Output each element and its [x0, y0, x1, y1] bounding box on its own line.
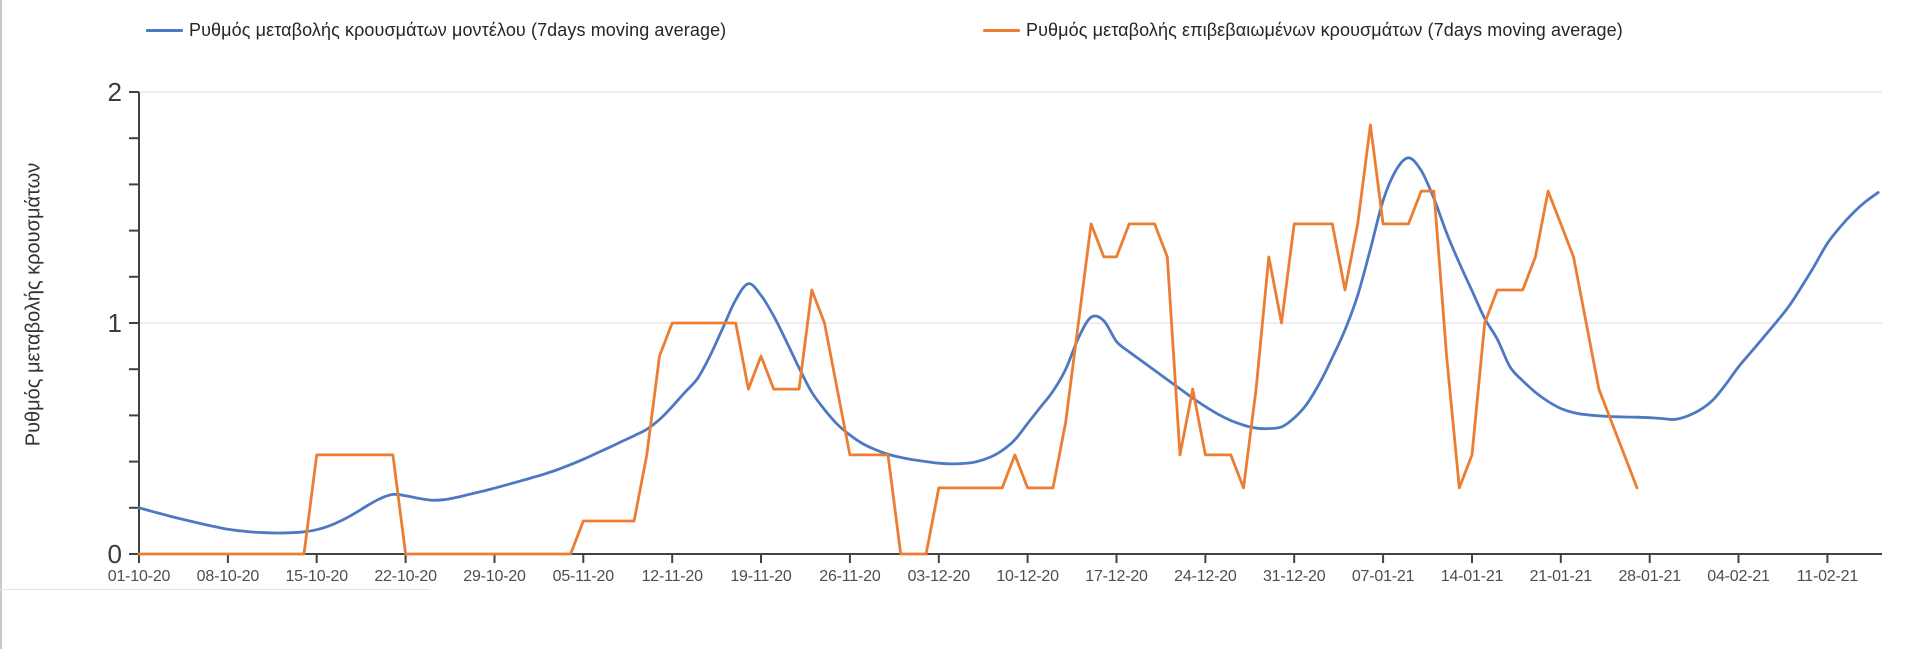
x-tick-label: 28-01-21 — [1618, 568, 1681, 585]
x-tick-label: 24-12-20 — [1174, 568, 1237, 585]
x-tick-label: 19-11-20 — [730, 568, 792, 585]
x-tick-label: 14-01-21 — [1441, 568, 1504, 585]
y-tick-label: 2 — [108, 77, 122, 107]
x-tick-label: 04-02-21 — [1707, 568, 1770, 585]
legend-swatch-model-line — [146, 29, 183, 32]
x-tick-label: 15-10-20 — [285, 568, 348, 585]
x-tick-label: 10-12-20 — [996, 568, 1059, 585]
x-tick-label: 11-02-21 — [1797, 568, 1859, 585]
model-series-line[interactable] — [137, 156, 1880, 535]
x-tick-label: 17-12-20 — [1085, 568, 1148, 585]
x-tick-label: 31-12-20 — [1263, 568, 1326, 585]
y-tick-label: 0 — [108, 539, 122, 569]
y-tick-label: 1 — [108, 308, 122, 338]
legend-item-confirmed[interactable]: Ρυθμός μεταβολής επιβεβαιωμένων κρουσμάτ… — [983, 20, 1623, 41]
x-tick-label: 03-12-20 — [908, 568, 971, 585]
legend-item-model[interactable]: Ρυθμός μεταβολής κρουσμάτων μοντέλου (7d… — [146, 20, 726, 41]
confirmed-series-line[interactable] — [137, 123, 1639, 556]
x-tick-label: 21-01-21 — [1530, 568, 1593, 585]
x-tick-label: 29-10-20 — [463, 568, 526, 585]
x-tick-label: 12-11-20 — [642, 568, 704, 585]
x-tick-label: 05-11-20 — [553, 568, 615, 585]
legend-label-model: Ρυθμός μεταβολής κρουσμάτων μοντέλου (7d… — [189, 20, 727, 40]
page-left-border — [0, 0, 2, 649]
x-tick-label: 01-10-20 — [108, 568, 171, 585]
x-tick-label: 26-11-20 — [819, 568, 881, 585]
legend-label-confirmed: Ρυθμός μεταβολής επιβεβαιωμένων κρουσμάτ… — [1026, 20, 1623, 40]
bottom-divider-line — [0, 589, 430, 590]
x-tick-label: 08-10-20 — [197, 568, 260, 585]
x-tick-label: 22-10-20 — [374, 568, 437, 585]
legend-swatch-confirmed-line — [983, 29, 1020, 32]
x-tick-label: 07-01-21 — [1352, 568, 1415, 585]
